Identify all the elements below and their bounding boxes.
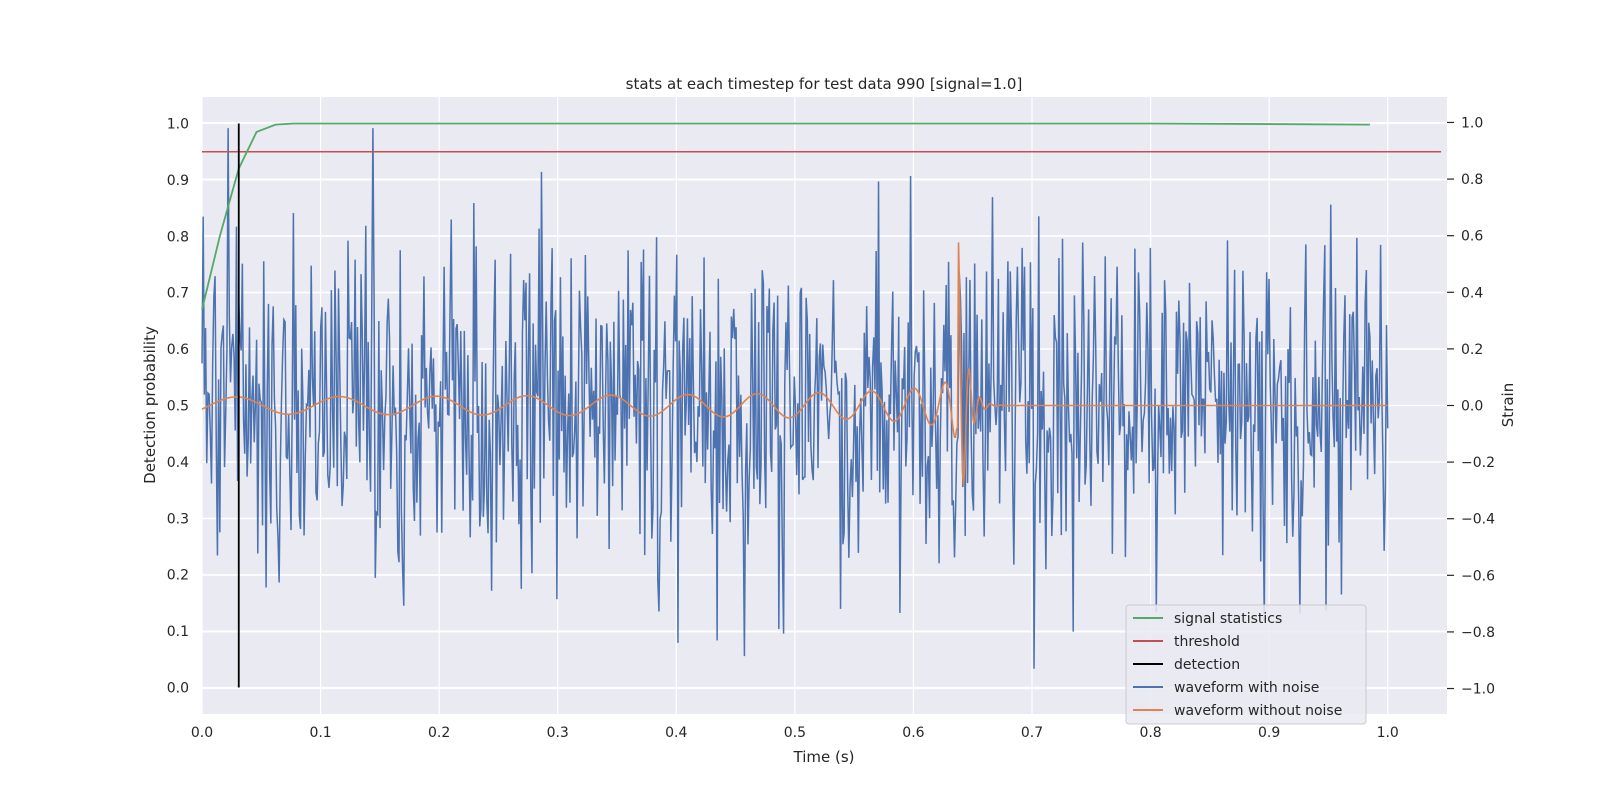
y-tick-label: 0.0 <box>167 680 189 696</box>
x-tick-label: 0.4 <box>665 725 687 741</box>
x-axis: 0.0 0.1 0.2 0.3 0.4 0.5 0.6 0.7 0.8 0.9 1.0 <box>191 725 1399 741</box>
legend-label-threshold: threshold <box>1174 634 1240 650</box>
legend-box <box>1125 604 1367 725</box>
y2-tick-label: −0.4 <box>1461 512 1495 528</box>
y-axis-label: Detection probability <box>141 326 159 484</box>
series-layer <box>201 122 1442 688</box>
series-waveform-with-noise <box>201 128 1389 669</box>
x-tick-label: 0.7 <box>1021 725 1043 741</box>
y2-tick-label: −0.6 <box>1461 568 1495 584</box>
y2-tick-label: 0.2 <box>1461 342 1483 358</box>
legend-label-signal-statistics: signal statistics <box>1174 611 1282 627</box>
series-waveform-without-noise <box>201 242 1388 486</box>
left-axis: 0.0 0.1 0.2 0.3 0.4 0.5 0.6 0.7 0.8 0.9 1.0 <box>167 117 189 697</box>
x-tick-label: 0.9 <box>1258 725 1280 741</box>
y2-tick-label: −1.0 <box>1461 682 1495 698</box>
y2-tick-label: −0.8 <box>1461 625 1495 641</box>
x-tick-label: 0.6 <box>902 725 924 741</box>
x-tick-label: 0.2 <box>428 725 450 741</box>
legend-label-waveform-without-noise: waveform without noise <box>1174 703 1342 719</box>
y-tick-label: 0.3 <box>167 511 189 527</box>
y2-tick-label: −0.2 <box>1461 455 1495 471</box>
y-tick-label: 0.7 <box>167 286 189 302</box>
x-tick-label: 1.0 <box>1377 725 1399 741</box>
y2-tick-label: 0.8 <box>1461 172 1483 188</box>
x-axis-label: Time (s) <box>793 748 855 766</box>
y-tick-label: 0.5 <box>167 399 189 415</box>
y2-axis-label: Strain <box>1499 383 1517 427</box>
y-tick-label: 1.0 <box>167 117 189 133</box>
y-tick-label: 0.1 <box>167 624 189 640</box>
y2-tick-label: 0.4 <box>1461 285 1483 301</box>
legend-label-waveform-with-noise: waveform with noise <box>1174 680 1319 696</box>
y-tick-label: 0.4 <box>167 455 189 471</box>
y-tick-label: 0.2 <box>167 568 189 584</box>
y2-tick-label: 0.0 <box>1461 399 1483 415</box>
chart-title: stats at each timestep for test data 990… <box>626 75 1023 93</box>
y-tick-label: 0.9 <box>167 173 189 189</box>
y2-tick-label: 1.0 <box>1461 115 1483 131</box>
x-tick-label: 0.1 <box>309 725 331 741</box>
y2-tick-label: 0.6 <box>1461 229 1483 245</box>
right-axis: −1.0 −0.8 −0.6 −0.4 −0.2 0.0 0.2 0.4 0.6 0.8 1.0 <box>1447 115 1495 698</box>
legend: signal statistics threshold detection wa… <box>1125 604 1367 725</box>
x-tick-label: 0.3 <box>547 725 569 741</box>
x-tick-label: 0.8 <box>1139 725 1161 741</box>
x-tick-label: 0.0 <box>191 725 213 741</box>
y-tick-label: 0.8 <box>167 229 189 245</box>
legend-label-detection: detection <box>1174 657 1240 673</box>
y-tick-label: 0.6 <box>167 342 189 358</box>
x-tick-label: 0.5 <box>784 725 806 741</box>
